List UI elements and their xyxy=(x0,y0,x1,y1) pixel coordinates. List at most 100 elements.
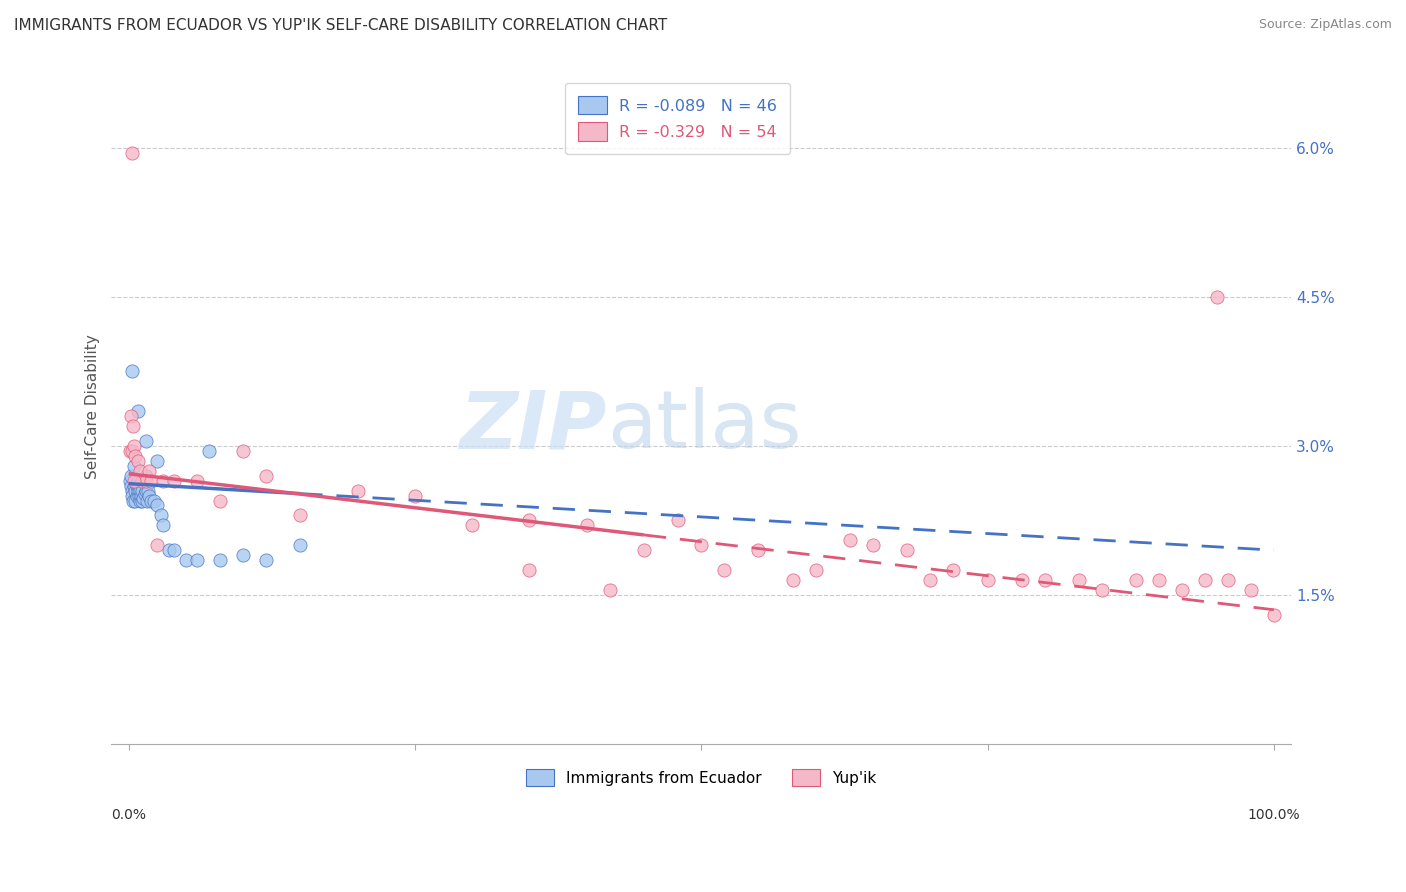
Point xyxy=(135,474,157,488)
Point xyxy=(1205,290,1227,304)
Text: ZIP: ZIP xyxy=(460,387,607,466)
Point xyxy=(163,543,186,558)
Point xyxy=(135,468,157,483)
Point xyxy=(127,404,149,418)
Point xyxy=(124,474,146,488)
Point xyxy=(174,553,197,567)
Point xyxy=(121,483,143,498)
Point xyxy=(920,573,942,587)
Point xyxy=(232,548,254,562)
Point xyxy=(232,443,254,458)
Point xyxy=(152,474,174,488)
Point xyxy=(1216,573,1239,587)
Point xyxy=(125,489,148,503)
Point xyxy=(1171,582,1194,597)
Point xyxy=(1194,573,1216,587)
Point xyxy=(131,474,153,488)
Point xyxy=(135,493,157,508)
Point xyxy=(124,449,146,463)
Point xyxy=(129,464,152,478)
Point xyxy=(186,553,208,567)
Point xyxy=(136,483,159,498)
Point xyxy=(862,538,884,552)
Point xyxy=(121,489,143,503)
Point xyxy=(129,483,152,498)
Point xyxy=(1011,573,1033,587)
Point xyxy=(124,439,146,453)
Point xyxy=(209,553,232,567)
Point xyxy=(163,474,186,488)
Point xyxy=(519,513,541,527)
Point xyxy=(120,468,142,483)
Point xyxy=(1033,573,1056,587)
Point xyxy=(254,553,277,567)
Point xyxy=(142,493,165,508)
Point xyxy=(633,543,655,558)
Point xyxy=(1091,582,1114,597)
Point xyxy=(138,489,160,503)
Legend: Immigrants from Ecuador, Yup'ik: Immigrants from Ecuador, Yup'ik xyxy=(516,758,887,797)
Point xyxy=(125,478,148,492)
Point xyxy=(942,563,965,577)
Point xyxy=(134,486,156,500)
Point xyxy=(896,543,918,558)
Point xyxy=(254,468,277,483)
Point xyxy=(152,518,174,533)
Point xyxy=(121,364,143,378)
Point xyxy=(124,493,146,508)
Point xyxy=(131,483,153,498)
Point xyxy=(404,489,426,503)
Point xyxy=(1125,573,1147,587)
Point xyxy=(1240,582,1263,597)
Point xyxy=(122,419,145,434)
Point xyxy=(519,563,541,577)
Point xyxy=(839,533,862,548)
Point xyxy=(141,474,163,488)
Point xyxy=(1069,573,1091,587)
Point xyxy=(120,409,142,423)
Text: IMMIGRANTS FROM ECUADOR VS YUP'IK SELF-CARE DISABILITY CORRELATION CHART: IMMIGRANTS FROM ECUADOR VS YUP'IK SELF-C… xyxy=(14,18,668,33)
Point xyxy=(121,145,143,160)
Point xyxy=(157,543,180,558)
Point xyxy=(124,458,146,473)
Point xyxy=(135,483,157,498)
Point xyxy=(575,518,598,533)
Point xyxy=(132,491,155,505)
Point xyxy=(128,489,150,503)
Point xyxy=(124,478,146,492)
Point xyxy=(118,443,141,458)
Point xyxy=(146,454,169,468)
Point xyxy=(127,454,149,468)
Point xyxy=(782,573,804,587)
Point xyxy=(186,474,208,488)
Point xyxy=(120,478,142,492)
Point xyxy=(197,443,219,458)
Point xyxy=(124,483,146,498)
Text: Source: ZipAtlas.com: Source: ZipAtlas.com xyxy=(1258,18,1392,31)
Point xyxy=(131,493,153,508)
Text: 100.0%: 100.0% xyxy=(1247,808,1301,822)
Point xyxy=(118,474,141,488)
Point xyxy=(713,563,735,577)
Point xyxy=(1149,573,1171,587)
Point xyxy=(146,538,169,552)
Point xyxy=(976,573,998,587)
Point xyxy=(141,493,163,508)
Point xyxy=(129,493,152,508)
Point xyxy=(127,474,149,488)
Point xyxy=(1263,607,1285,622)
Point xyxy=(209,493,232,508)
Y-axis label: Self-Care Disability: Self-Care Disability xyxy=(86,334,100,478)
Point xyxy=(122,493,145,508)
Point xyxy=(129,489,152,503)
Point xyxy=(290,508,312,523)
Point xyxy=(747,543,769,558)
Point xyxy=(149,508,172,523)
Point xyxy=(146,499,169,513)
Point xyxy=(690,538,713,552)
Point xyxy=(135,434,157,448)
Point xyxy=(461,518,484,533)
Point xyxy=(128,478,150,492)
Text: atlas: atlas xyxy=(607,387,801,466)
Point xyxy=(346,483,368,498)
